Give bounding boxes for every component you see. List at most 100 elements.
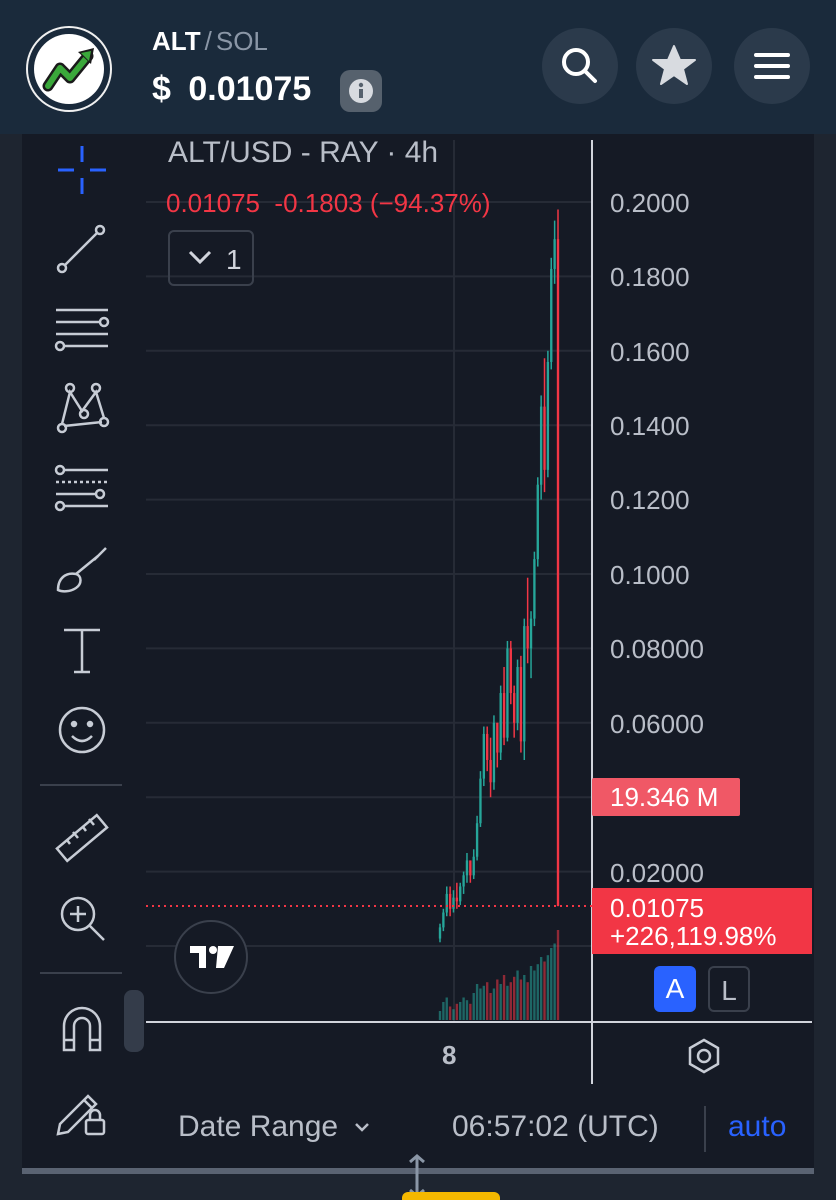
candle-body <box>469 860 472 876</box>
candle-body <box>539 406 543 485</box>
fib-icon[interactable] <box>52 460 112 520</box>
footer-divider <box>704 1106 706 1152</box>
candle-body <box>556 239 560 907</box>
brush-icon[interactable] <box>52 540 112 600</box>
volume-bar <box>529 966 533 1020</box>
volume-bar <box>448 1006 452 1020</box>
pair-name: ALT / SOL <box>152 26 268 57</box>
volume-bar <box>459 1002 462 1020</box>
volume-bar <box>486 982 489 1020</box>
volume-bar <box>469 1003 472 1020</box>
candle-body <box>536 484 539 560</box>
candle-body <box>486 733 489 760</box>
parallel-lines-icon[interactable] <box>52 300 112 360</box>
price-value: 0.01075 <box>188 70 312 108</box>
volume-bar <box>539 957 543 1020</box>
quote-symbol: SOL <box>215 26 268 56</box>
y-axis-tick: 0.08000 <box>610 634 704 664</box>
volume-bar <box>472 993 475 1020</box>
favorite-button[interactable] <box>636 28 712 104</box>
star-icon <box>652 45 696 85</box>
candle-body <box>475 823 479 857</box>
trend-line-icon[interactable] <box>52 220 112 280</box>
toolbar-divider-2 <box>40 972 122 974</box>
last-price-value: 0.01075 <box>610 893 704 923</box>
volume-bar <box>499 984 502 1020</box>
token-price: $ 0.01075 <box>152 70 311 109</box>
candle-body <box>479 778 482 824</box>
candle-body <box>516 667 519 723</box>
candle-body <box>523 626 526 742</box>
search-button[interactable] <box>542 28 618 104</box>
volume-tag: 19.346 M <box>592 778 740 816</box>
volume-bar <box>492 988 496 1020</box>
candle-body <box>438 927 442 939</box>
chart-logo-icon[interactable] <box>26 26 112 112</box>
candle-body <box>506 648 509 738</box>
candle-body <box>546 361 550 470</box>
candle-body <box>445 893 448 913</box>
candle-body <box>455 897 459 902</box>
candle-body <box>496 722 499 753</box>
chart-settings-icon[interactable] <box>684 1036 724 1076</box>
toolbar-scroll-handle[interactable] <box>124 990 144 1052</box>
candle-body <box>472 856 475 876</box>
candle-body <box>489 760 492 783</box>
menu-icon <box>754 53 790 79</box>
y-axis-tick: 0.1600 <box>610 337 690 367</box>
chevron-down-icon <box>352 1111 372 1145</box>
candle-body <box>512 693 516 723</box>
volume-bar <box>523 975 526 1020</box>
utc-clock[interactable]: 06:57:02 (UTC) <box>452 1110 659 1143</box>
candle-body <box>550 268 553 362</box>
date-range-label: Date Range <box>178 1110 339 1143</box>
candle-body <box>526 626 529 649</box>
y-axis-tick: 0.1400 <box>610 411 690 441</box>
auto-scale-button[interactable]: A <box>654 966 696 1012</box>
chevron-down-icon <box>186 242 214 279</box>
magnet-icon[interactable] <box>52 996 112 1056</box>
date-range-dropdown[interactable]: Date Range <box>178 1110 372 1145</box>
text-icon[interactable] <box>52 620 112 680</box>
lock-drawing-icon[interactable] <box>52 1080 112 1140</box>
tradingview-logo[interactable] <box>174 920 248 994</box>
candle-body <box>459 886 462 902</box>
indicators-toggle-button[interactable]: 1 <box>168 230 254 286</box>
pattern-icon[interactable] <box>52 378 112 438</box>
chart-ohlc-values: 0.01075 -0.1803 (−94.37%) <box>166 188 491 218</box>
volume-bar <box>475 984 479 1020</box>
emoji-icon[interactable] <box>52 700 112 760</box>
y-axis-tick: 0.06000 <box>610 709 704 739</box>
zoom-in-icon[interactable] <box>52 888 112 948</box>
volume-bar <box>465 1000 469 1020</box>
candle-body <box>482 733 486 779</box>
x-axis-tick: 8 <box>442 1040 457 1070</box>
volume-bar <box>438 1011 442 1020</box>
volume-bar <box>479 988 482 1020</box>
log-scale-button[interactable]: L <box>708 966 750 1012</box>
volume-bar <box>442 1002 445 1020</box>
info-icon[interactable] <box>340 70 382 112</box>
bottom-tab-indicator[interactable] <box>402 1192 500 1200</box>
volume-bar <box>482 985 486 1020</box>
auto-scale-toggle[interactable]: auto <box>728 1110 787 1143</box>
toolbar-divider <box>40 784 122 786</box>
volume-bar <box>506 985 509 1020</box>
volume-bar <box>519 979 523 1020</box>
last-price-tag: 0.01075 +226,119.98% <box>592 888 812 954</box>
menu-button[interactable] <box>734 28 810 104</box>
volume-bar <box>553 943 556 1020</box>
candle-body <box>509 648 512 694</box>
candle-body <box>519 667 523 742</box>
volume-bar <box>512 976 516 1020</box>
volume-bar <box>550 948 553 1020</box>
ruler-icon[interactable] <box>52 808 112 868</box>
candle-body <box>462 875 465 887</box>
indicator-count: 1 <box>226 244 242 275</box>
volume-bar <box>546 955 550 1020</box>
crosshair-icon[interactable] <box>52 140 112 200</box>
candle-body <box>452 897 455 909</box>
candle-body <box>492 722 496 783</box>
tradingview-logo-icon <box>190 946 234 968</box>
volume-bar <box>536 964 539 1020</box>
